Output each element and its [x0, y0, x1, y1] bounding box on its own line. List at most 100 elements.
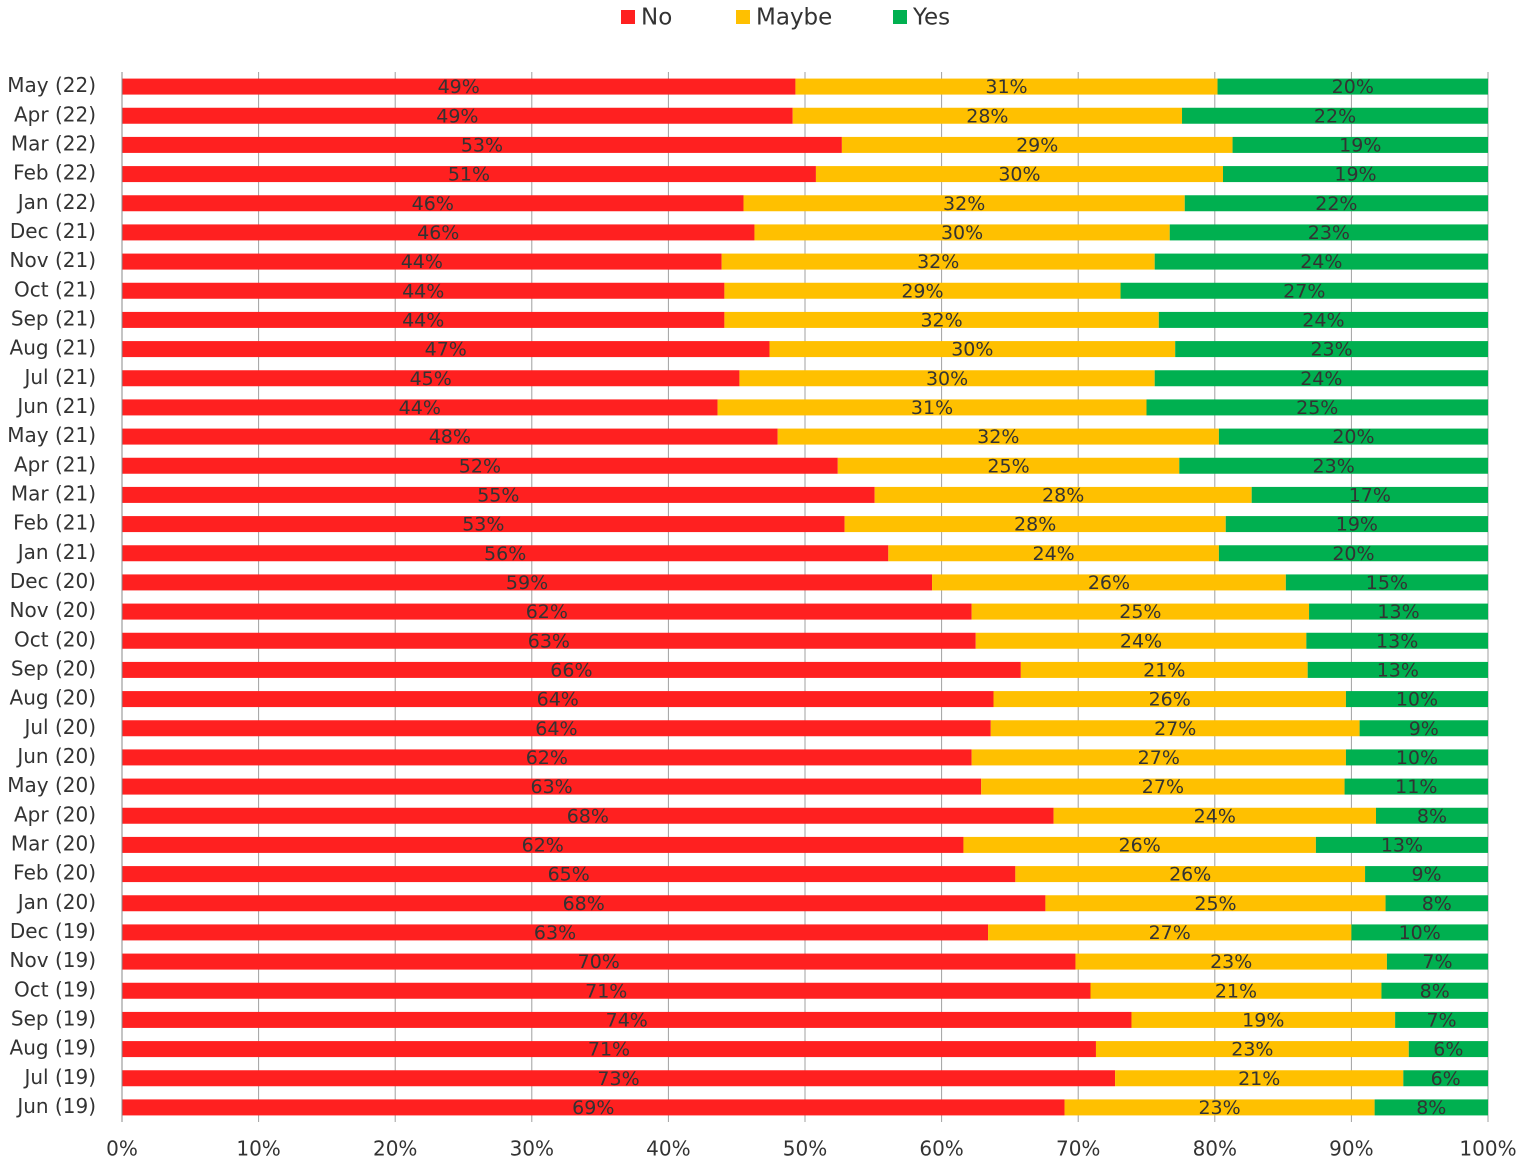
- bar-segment: [1075, 953, 1387, 970]
- bar-segment: [1179, 457, 1488, 474]
- x-tick-label: 60%: [919, 1137, 963, 1161]
- data-label: 21%: [1215, 980, 1257, 1002]
- bar-segment: [122, 632, 976, 649]
- data-label: 24%: [1032, 543, 1074, 565]
- bar-segment: [1381, 982, 1488, 999]
- bar-segment: [888, 545, 1219, 562]
- data-label: 30%: [926, 368, 968, 390]
- data-label: 46%: [412, 193, 454, 215]
- data-label: 49%: [438, 76, 480, 98]
- bar-segment: [122, 574, 933, 591]
- bar-segment: [1385, 895, 1488, 912]
- data-label: 48%: [429, 426, 471, 448]
- bar-segment: [724, 282, 1121, 299]
- data-label: 23%: [1308, 222, 1350, 244]
- data-label: 22%: [1315, 193, 1357, 215]
- bar-segment: [841, 136, 1233, 153]
- bar-segment: [1309, 603, 1488, 620]
- x-tick-label: 70%: [1056, 1137, 1100, 1161]
- data-label: 31%: [985, 76, 1027, 98]
- data-label: 32%: [943, 193, 985, 215]
- y-tick-label: Dec (20): [10, 569, 96, 593]
- y-tick-label: Sep (19): [11, 1006, 96, 1030]
- bar-segment: [1115, 1070, 1404, 1087]
- bar-segment: [792, 107, 1183, 124]
- bar-segment: [754, 224, 1170, 241]
- y-tick-label: May (22): [7, 73, 96, 97]
- bar-segment: [1064, 1099, 1375, 1116]
- bar-segment: [122, 370, 740, 387]
- y-tick-label: Aug (19): [10, 1036, 96, 1060]
- y-tick-label: May (20): [7, 773, 96, 797]
- y-tick-label: Dec (21): [10, 219, 96, 243]
- data-label: 19%: [1336, 514, 1378, 536]
- data-label: 23%: [1231, 1039, 1273, 1061]
- data-label: 25%: [1194, 893, 1236, 915]
- data-label: 13%: [1377, 601, 1419, 623]
- data-label: 47%: [425, 339, 467, 361]
- data-label: 53%: [461, 134, 503, 156]
- legend-label: Yes: [912, 5, 950, 31]
- data-label: 32%: [977, 426, 1019, 448]
- bar-segment: [1154, 253, 1488, 270]
- bar-segment: [122, 1070, 1116, 1087]
- x-tick-label: 50%: [783, 1137, 827, 1161]
- bar-segment: [971, 749, 1346, 766]
- y-tick-label: Mar (22): [11, 131, 96, 155]
- data-label: 63%: [530, 776, 572, 798]
- data-label: 27%: [1138, 747, 1180, 769]
- bar-segment: [1218, 545, 1488, 562]
- data-label: 59%: [506, 572, 548, 594]
- bar-segment: [1345, 691, 1488, 708]
- bar-segment: [988, 924, 1352, 941]
- bar-segment: [1184, 195, 1488, 212]
- bar-segment: [1053, 807, 1376, 824]
- data-label: 45%: [410, 368, 452, 390]
- data-label: 27%: [1149, 922, 1191, 944]
- y-tick-label: Jun (21): [15, 394, 96, 418]
- data-label: 69%: [572, 1097, 614, 1119]
- data-label: 30%: [998, 164, 1040, 186]
- bar-segment: [122, 807, 1054, 824]
- data-label: 74%: [606, 1009, 648, 1031]
- data-label: 7%: [1426, 1009, 1456, 1031]
- data-label: 8%: [1417, 805, 1447, 827]
- data-label: 26%: [1149, 689, 1191, 711]
- bar-segment: [1374, 1099, 1488, 1116]
- bar-segment: [837, 457, 1180, 474]
- data-label: 25%: [1119, 601, 1161, 623]
- y-tick-label: Sep (20): [11, 656, 96, 680]
- bar-segment: [122, 1011, 1132, 1028]
- data-label: 24%: [1300, 251, 1342, 273]
- data-label: 28%: [966, 105, 1008, 127]
- data-label: 63%: [534, 922, 576, 944]
- bar-segment: [122, 953, 1076, 970]
- bar-segment: [1182, 107, 1488, 124]
- x-tick-label: 0%: [106, 1137, 138, 1161]
- data-label: 51%: [448, 164, 490, 186]
- data-label: 63%: [528, 630, 570, 652]
- y-tick-label: Mar (21): [11, 481, 96, 505]
- data-label: 27%: [1142, 776, 1184, 798]
- x-tick-label: 20%: [373, 1137, 417, 1161]
- y-tick-label: Oct (21): [14, 277, 96, 301]
- data-label: 8%: [1420, 980, 1450, 1002]
- data-label: 10%: [1396, 689, 1438, 711]
- y-tick-label: Jul (21): [22, 365, 96, 389]
- data-label: 25%: [1296, 397, 1338, 419]
- bar-segment: [122, 107, 793, 124]
- y-tick-label: Jan (22): [16, 190, 96, 214]
- y-tick-label: Jun (20): [15, 744, 96, 768]
- x-tick-label: 100%: [1459, 1137, 1516, 1161]
- bar-segment: [122, 1041, 1096, 1058]
- legend-label: No: [641, 5, 672, 31]
- data-label: 70%: [578, 951, 620, 973]
- bar-segment: [122, 836, 964, 853]
- data-label: 62%: [526, 747, 568, 769]
- bar-segment: [724, 311, 1159, 328]
- y-tick-label: Apr (22): [14, 102, 96, 126]
- bar-segment: [122, 486, 875, 503]
- bar-segment: [721, 253, 1155, 270]
- bar-segment: [1306, 632, 1488, 649]
- data-label: 15%: [1366, 572, 1408, 594]
